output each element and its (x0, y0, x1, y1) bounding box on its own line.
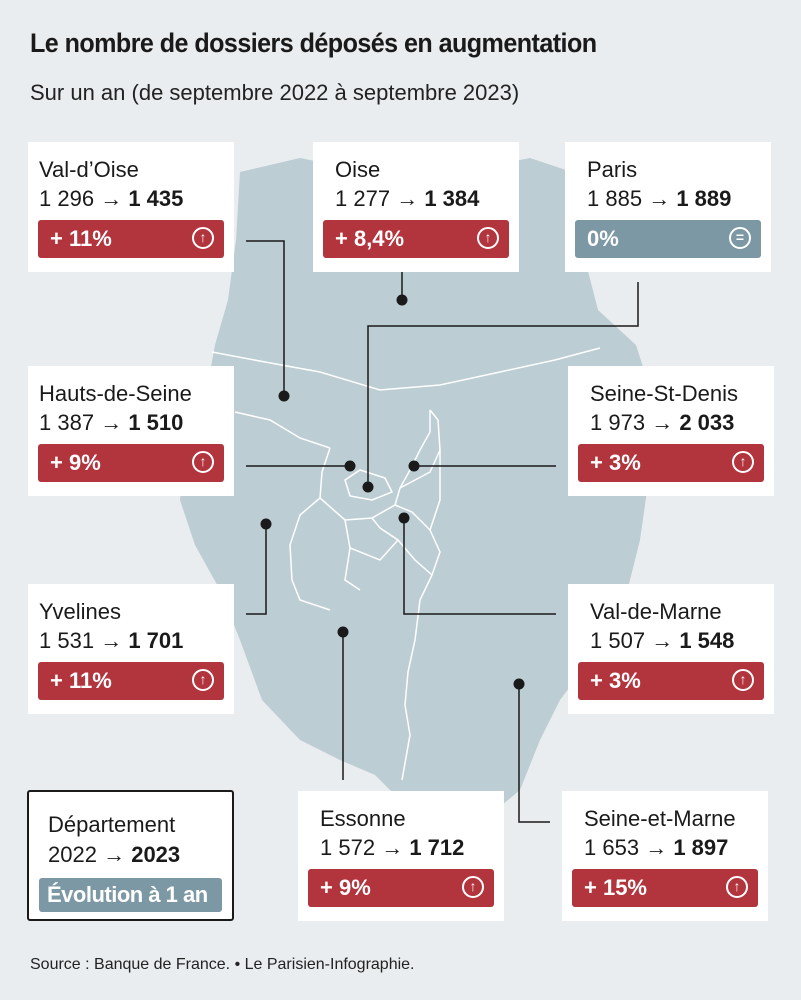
arrow-up-circle-icon: ↑ (192, 669, 214, 691)
department-values: 1 387 → 1 510 (39, 410, 184, 435)
department-name: Val-d’Oise (39, 157, 139, 182)
legend-box: Département 2022 → 2023 Évolution à 1 an (27, 790, 234, 921)
department-values: 1 885 → 1 889 (587, 186, 732, 211)
department-name: Essonne (320, 806, 406, 831)
department-values: 1 653 → 1 897 (584, 835, 729, 860)
department-values: 1 277 → 1 384 (335, 186, 480, 211)
dot-seine-st-denis (408, 460, 420, 472)
dot-hauts-de-seine (344, 460, 356, 472)
page-subtitle: Sur un an (de septembre 2022 à septembre… (30, 80, 520, 105)
card-yvelines: Yvelines 1 531 → 1 701 + 11% ↑ (28, 584, 234, 714)
card-hauts-de-seine: Hauts-de-Seine 1 387 → 1 510 + 9% ↑ (28, 366, 234, 496)
dot-essonne (337, 626, 349, 638)
dot-val-de-marne (398, 512, 410, 524)
department-values: 1 973 → 2 033 (590, 410, 735, 435)
change-badge: + 8,4% ↑ (323, 220, 509, 258)
dot-oise (396, 294, 408, 306)
region-shape (180, 152, 660, 815)
arrow-up-circle-icon: ↑ (726, 876, 748, 898)
change-badge: + 3% ↑ (578, 662, 764, 700)
card-essonne: Essonne 1 572 → 1 712 + 9% ↑ (298, 791, 504, 921)
legend-label: Département (48, 812, 176, 837)
card-seine-et-marne: Seine-et-Marne 1 653 → 1 897 + 15% ↑ (562, 791, 768, 921)
page-title: Le nombre de dossiers déposés en augment… (30, 28, 597, 58)
card-val-d-oise: Val-d’Oise 1 296 → 1 435 + 11% ↑ (28, 142, 234, 272)
change-badge: + 9% ↑ (308, 869, 494, 907)
department-name: Hauts-de-Seine (39, 381, 192, 406)
change-badge: + 3% ↑ (578, 444, 764, 482)
card-oise: Oise 1 277 → 1 384 + 8,4% ↑ (313, 142, 519, 272)
department-name: Paris (587, 157, 638, 182)
arrow-up-circle-icon: ↑ (477, 227, 499, 249)
location-dots (260, 294, 525, 690)
change-badge: + 9% ↑ (38, 444, 224, 482)
department-name: Seine-St-Denis (590, 381, 738, 406)
department-values: 1 572 → 1 712 (320, 835, 465, 860)
leader-lines (246, 240, 639, 823)
arrow-up-circle-icon: ↑ (732, 669, 754, 691)
department-name: Yvelines (39, 599, 121, 624)
change-badge: + 15% ↑ (572, 869, 758, 907)
change-badge: 0% = (575, 220, 761, 258)
card-val-de-marne: Val-de-Marne 1 507 → 1 548 + 3% ↑ (568, 584, 774, 714)
arrow-up-circle-icon: ↑ (192, 227, 214, 249)
arrow-up-circle-icon: ↑ (462, 876, 484, 898)
arrow-up-circle-icon: ↑ (732, 451, 754, 473)
department-name: Seine-et-Marne (584, 806, 736, 831)
legend-badge: Évolution à 1 an (39, 878, 222, 912)
department-values: 1 507 → 1 548 (590, 628, 735, 653)
department-values: 1 296 → 1 435 (39, 186, 184, 211)
department-values: 1 531 → 1 701 (39, 628, 184, 653)
change-badge: + 11% ↑ (38, 220, 224, 258)
card-paris: Paris 1 885 → 1 889 0% = (565, 142, 771, 272)
dot-yvelines (260, 518, 272, 530)
dot-seine-et-marne (513, 678, 525, 690)
department-name: Oise (335, 157, 381, 182)
dot-paris (362, 481, 374, 493)
source-note: Source : Banque de France. • Le Parisien… (30, 956, 415, 973)
dot-val-d-oise (278, 390, 290, 402)
department-name: Val-de-Marne (590, 599, 722, 624)
equals-circle-icon: = (729, 227, 751, 249)
arrow-up-circle-icon: ↑ (192, 451, 214, 473)
legend-years: 2022 → 2023 (48, 842, 181, 867)
change-badge: + 11% ↑ (38, 662, 224, 700)
card-seine-st-denis: Seine-St-Denis 1 973 → 2 033 + 3% ↑ (568, 366, 774, 496)
